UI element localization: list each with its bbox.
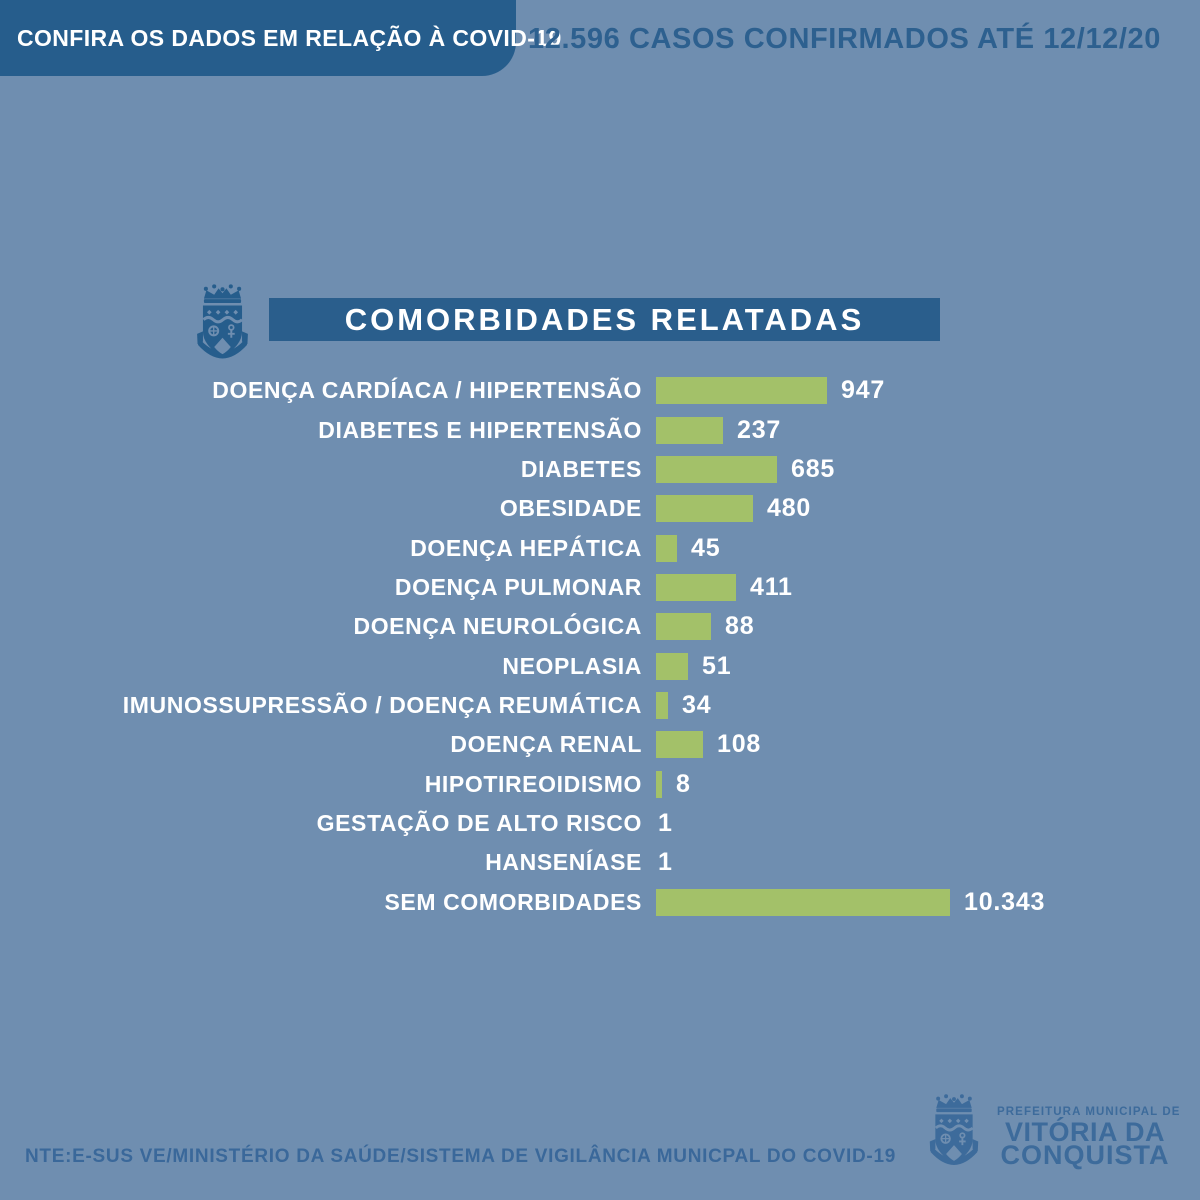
chart-title: COMORBIDADES RELATADAS [344, 301, 865, 337]
chart-row: SEM COMORBIDADES 10.343 [0, 882, 1200, 921]
category-label: HIPOTIREOIDISMO [424, 770, 642, 797]
category-label: DIABETES [520, 455, 642, 482]
chart-row: DOENÇA NEUROLÓGICA 88 [0, 607, 1200, 646]
logo-line-vitoria-da: VITÓRIA DA [1005, 1117, 1165, 1147]
value-label: 45 [691, 533, 721, 562]
value-label: 8 [676, 769, 691, 798]
bar [656, 455, 777, 483]
bar [656, 377, 827, 405]
chart-row: HANSENÍASE 1 [0, 843, 1200, 882]
category-label: IMUNOSSUPRESSÃO / DOENÇA REUMÁTICA [122, 691, 642, 718]
category-label: DOENÇA RENAL [450, 731, 642, 758]
chart-row: DIABETES E HIPERTENSÃO 237 [0, 410, 1200, 449]
confirmed-cases-label: 12.596 CASOS CONFIRMADOS ATÉ 12/12/20 [528, 22, 1162, 55]
bar [656, 613, 711, 641]
value-label: 51 [702, 651, 732, 680]
chart-row: IMUNOSSUPRESSÃO / DOENÇA REUMÁTICA 34 [0, 686, 1200, 725]
bar [656, 495, 753, 523]
bar [656, 770, 662, 798]
value-label: 108 [717, 730, 762, 759]
chart-row: DIABETES 685 [0, 450, 1200, 489]
logo-line-conquista: CONQUISTA [1000, 1140, 1170, 1170]
bar [656, 731, 703, 759]
value-label: 237 [737, 415, 782, 444]
category-label: DOENÇA NEUROLÓGICA [353, 613, 642, 640]
category-label: DIABETES E HIPERTENSÃO [318, 416, 642, 443]
municipal-crest-icon [192, 283, 253, 369]
value-label: 88 [725, 612, 755, 641]
chart-row: OBESIDADE 480 [0, 489, 1200, 528]
data-source-label: NTE:E-SUS VE/MINISTÉRIO DA SAÚDE/SISTEMA… [25, 1146, 896, 1167]
chart-row: HIPOTIREOIDISMO 8 [0, 764, 1200, 803]
value-label: 10.343 [964, 887, 1046, 916]
city-hall-logo-text: PREFEITURA MUNICIPAL DE VITÓRIA DA CONQU… [997, 1093, 1181, 1170]
bar [656, 652, 688, 680]
chart-row: DOENÇA CARDÍACA / HIPERTENSÃO 947 [0, 371, 1200, 410]
bar [656, 691, 668, 719]
bar [656, 888, 950, 916]
value-label: 1 [658, 808, 673, 837]
value-label: 34 [682, 690, 712, 719]
bar [656, 534, 677, 562]
chart-row: DOENÇA PULMONAR 411 [0, 568, 1200, 607]
header-banner-label: CONFIRA OS DADOS EM RELAÇÃO À COVID-19 [17, 24, 562, 51]
bar [656, 416, 723, 444]
value-label: 1 [658, 848, 673, 877]
value-label: 947 [841, 376, 886, 405]
category-label: DOENÇA PULMONAR [394, 573, 642, 600]
header-banner: CONFIRA OS DADOS EM RELAÇÃO À COVID-19 [0, 0, 561, 76]
category-label: GESTAÇÃO DE ALTO RISCO [316, 809, 642, 836]
city-hall-logo: PREFEITURA MUNICIPAL DE VITÓRIA DA CONQU… [925, 1093, 1181, 1175]
chart-row: NEOPLASIA 51 [0, 646, 1200, 685]
value-label: 685 [791, 454, 836, 483]
category-label: DOENÇA CARDÍACA / HIPERTENSÃO [212, 377, 642, 404]
chart-title-bar: COMORBIDADES RELATADAS [269, 298, 940, 341]
comorbidities-bar-chart: DOENÇA CARDÍACA / HIPERTENSÃO 947 DIABETES… [0, 371, 1200, 922]
value-label: 480 [767, 494, 812, 523]
category-label: OBESIDADE [499, 495, 642, 522]
chart-row: GESTAÇÃO DE ALTO RISCO 1 [0, 804, 1200, 843]
chart-row: DOENÇA HEPÁTICA 45 [0, 528, 1200, 567]
category-label: SEM COMORBIDADES [384, 888, 642, 915]
municipal-crest-icon [925, 1093, 983, 1175]
bar [656, 573, 736, 601]
category-label: HANSENÍASE [485, 849, 642, 876]
category-label: NEOPLASIA [502, 652, 642, 679]
value-label: 411 [750, 572, 793, 601]
category-label: DOENÇA HEPÁTICA [410, 534, 642, 561]
chart-row: DOENÇA RENAL 108 [0, 725, 1200, 764]
logo-line-prefeitura: PREFEITURA MUNICIPAL DE [997, 1106, 1181, 1118]
